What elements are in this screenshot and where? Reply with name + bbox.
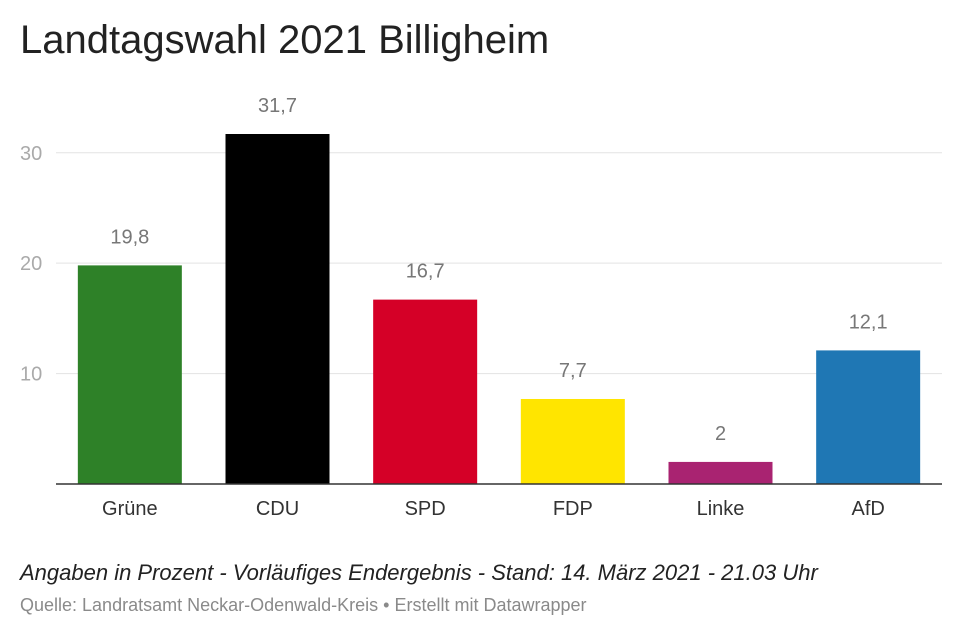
x-tick-label: SPD	[405, 498, 446, 520]
value-label: 19,8	[110, 226, 149, 248]
y-tick-label: 10	[20, 364, 42, 386]
value-label: 31,7	[258, 95, 297, 117]
value-labels: 19,8 31,7 16,7 7,7 2 12,1	[110, 95, 887, 445]
value-label: 12,1	[849, 311, 888, 333]
bar	[77, 265, 182, 484]
x-axis-tick-labels: Grüne CDU SPD FDP Linke AfD	[102, 498, 885, 520]
bars	[77, 134, 921, 484]
chart-source: Quelle: Landratsamt Neckar-Odenwald-Krei…	[20, 595, 587, 615]
value-label: 7,7	[559, 360, 587, 382]
bar	[225, 134, 330, 484]
value-label: 16,7	[406, 261, 445, 283]
x-tick-label: FDP	[553, 498, 593, 520]
bar	[373, 299, 478, 484]
x-tick-label: AfD	[851, 498, 884, 520]
chart-title: Landtagswahl 2021 Billigheim	[20, 18, 550, 62]
chart-notes: Angaben in Prozent - Vorläufiges Enderge…	[20, 560, 818, 585]
y-tick-label: 30	[20, 143, 42, 165]
x-tick-label: Grüne	[102, 498, 158, 520]
gridlines	[56, 152, 942, 375]
y-axis-tick-labels: 10 20 30	[20, 143, 42, 386]
bar	[816, 350, 921, 484]
value-label: 2	[715, 423, 726, 445]
bar	[520, 398, 625, 484]
x-tick-label: CDU	[256, 498, 299, 520]
y-tick-label: 20	[20, 253, 42, 275]
x-tick-label: Linke	[697, 498, 745, 520]
bar	[668, 461, 773, 484]
